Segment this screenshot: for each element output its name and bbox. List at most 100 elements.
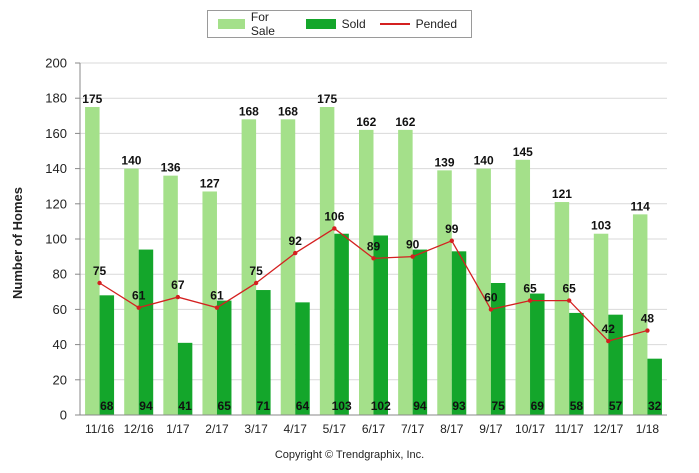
sold-value-label: 102 xyxy=(371,399,391,413)
for-sale-value-label: 114 xyxy=(631,199,651,213)
for-sale-value-label: 127 xyxy=(200,176,220,190)
for-sale-value-label: 162 xyxy=(395,115,415,129)
for-sale-bar xyxy=(85,107,100,415)
for-sale-value-label: 175 xyxy=(317,92,337,106)
sold-value-label: 94 xyxy=(413,399,427,413)
pended-point xyxy=(371,256,376,261)
for-sale-swatch xyxy=(218,19,245,29)
x-tick-label: 6/17 xyxy=(362,422,386,436)
y-tick-label: 160 xyxy=(45,126,67,141)
sold-bar xyxy=(451,251,467,415)
sold-bar xyxy=(99,295,115,415)
for-sale-bar xyxy=(593,233,609,415)
pended-point xyxy=(293,250,298,256)
y-tick-label: 100 xyxy=(45,232,67,247)
for-sale-value-label: 136 xyxy=(161,161,181,175)
sold-value-label: 93 xyxy=(452,399,466,413)
pended-point xyxy=(527,298,533,303)
y-tick-label: 140 xyxy=(45,161,67,176)
for-sale-value-label: 175 xyxy=(82,92,102,106)
x-tick-label: 1/18 xyxy=(636,422,660,436)
sold-value-label: 65 xyxy=(218,399,232,413)
for-sale-value-label: 103 xyxy=(591,219,611,233)
sold-bar xyxy=(569,312,584,415)
pended-point xyxy=(214,305,220,310)
y-axis-label: Number of Homes xyxy=(10,187,25,299)
sold-bar xyxy=(256,290,271,415)
for-sale-bar xyxy=(554,202,570,415)
for-sale-bar xyxy=(202,191,217,415)
y-tick-label: 60 xyxy=(53,302,67,317)
sold-bar xyxy=(647,358,662,415)
legend: For Sale Sold Pended xyxy=(207,10,472,38)
y-tick-label: 180 xyxy=(45,91,67,106)
for-sale-value-label: 168 xyxy=(278,104,298,118)
pended-point xyxy=(606,338,611,344)
sold-value-label: 41 xyxy=(178,399,192,413)
pended-point xyxy=(645,328,650,333)
sold-value-label: 71 xyxy=(257,399,271,413)
sold-bar xyxy=(177,342,193,415)
pended-line-series xyxy=(97,226,650,344)
y-tick-label: 200 xyxy=(45,56,67,71)
copyright-notice: Copyright © Trendgraphix, Inc. xyxy=(274,449,425,461)
x-tick-label: 4/17 xyxy=(284,422,308,436)
pended-point xyxy=(175,294,181,300)
for-sale-bar xyxy=(515,159,531,415)
pended-point xyxy=(488,307,494,312)
pended-swatch xyxy=(379,23,410,25)
for-sale-bar xyxy=(280,119,296,415)
legend-label-pended: Pended xyxy=(415,17,457,31)
sold-bar xyxy=(295,302,310,415)
pended-point xyxy=(97,280,102,286)
pended-value-label: 60 xyxy=(484,290,498,304)
legend-label-sold: Sold xyxy=(341,17,366,31)
sold-bar xyxy=(412,249,428,415)
y-tick-label: 0 xyxy=(60,408,67,423)
x-tick-label: 2/17 xyxy=(205,422,229,436)
sold-bars xyxy=(99,233,662,415)
sold-value-label: 103 xyxy=(332,399,352,413)
for-sale-bar xyxy=(476,168,491,415)
sold-bar xyxy=(216,300,232,415)
sold-value-label: 32 xyxy=(648,399,662,413)
sold-bar xyxy=(490,283,506,415)
sold-value-label: 64 xyxy=(296,399,310,413)
y-tick-label: 40 xyxy=(53,337,67,352)
for-sale-bar xyxy=(241,119,257,415)
x-tick-label: 5/17 xyxy=(323,422,347,436)
for-sale-value-label: 140 xyxy=(121,154,141,168)
x-tick-label: 10/17 xyxy=(515,422,545,436)
pended-value-label: 99 xyxy=(445,222,459,236)
pended-value-label: 65 xyxy=(523,282,537,296)
pended-point xyxy=(136,305,141,310)
pended-value-label: 61 xyxy=(210,289,224,303)
sold-bar xyxy=(530,293,545,415)
for-sale-value-label: 139 xyxy=(435,155,455,169)
pended-value-label: 75 xyxy=(93,264,107,278)
pended-value-label: 90 xyxy=(406,238,420,252)
y-tick-label: 80 xyxy=(53,267,67,282)
y-tick-label: 20 xyxy=(53,372,67,387)
pended-value-label: 106 xyxy=(324,209,344,223)
for-sale-bar xyxy=(437,170,452,415)
pended-value-label: 75 xyxy=(249,264,263,278)
for-sale-bar xyxy=(359,129,374,415)
for-sale-value-label: 145 xyxy=(513,145,533,159)
sold-bar xyxy=(334,233,349,415)
for-sale-bar xyxy=(632,214,648,415)
y-tick-label: 120 xyxy=(45,196,67,211)
pended-point xyxy=(332,226,337,231)
sold-value-label: 75 xyxy=(491,399,505,413)
x-tick-label: 3/17 xyxy=(244,422,268,436)
pended-point xyxy=(253,280,259,286)
for-sale-value-label: 162 xyxy=(356,115,376,129)
x-tick-label: 11/16 xyxy=(85,422,114,436)
for-sale-bar xyxy=(398,129,413,415)
pended-point xyxy=(566,298,572,303)
sold-swatch xyxy=(305,19,336,29)
sold-bar xyxy=(373,235,388,415)
for-sale-bar xyxy=(319,107,335,415)
pended-value-label: 48 xyxy=(641,312,655,326)
